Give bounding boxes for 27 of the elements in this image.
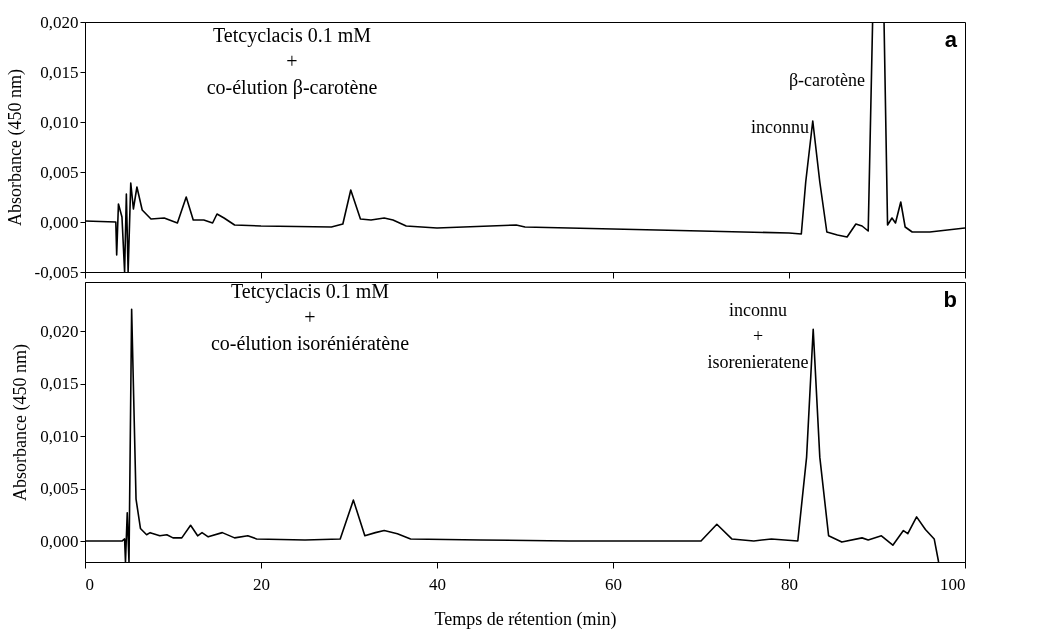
x-tick-label: 60 [605,574,622,594]
x-tick-label: 40 [429,574,446,594]
y-tick-label: 0,005 [40,479,79,499]
y-tick-label: 0,010 [40,426,79,446]
x-tick-label: 20 [253,574,270,594]
annotation: β-carotène [788,70,866,90]
annotation: inconnu + isorenieratene [707,300,809,372]
y-tick-label: 0,020 [40,321,79,341]
annotation: Tetcyclacis 0.1 mM + co-élution isoréniératène [210,280,410,354]
y-tick-label: 0,000 [40,531,79,551]
y-tick-label: 0,015 [40,374,79,394]
y-axis-title: Absorbance (450 nm) [10,344,32,501]
x-tick-label: 80 [781,574,798,594]
y-tick-label: -0,005 [34,262,79,282]
annotation: inconnu [751,117,809,137]
x-tick-label: 0 [85,574,94,594]
y-axis-title: Absorbance (450 nm) [4,69,26,226]
x-tick-label: 100 [940,574,966,594]
y-tick-label: 0,010 [40,112,79,132]
y-tick-label: 0,000 [40,212,79,232]
annotation: b [943,287,957,312]
y-tick-label: 0,015 [40,62,79,82]
x-axis-title: Temps de rétention (min) [434,608,617,630]
y-tick-label: 0,005 [40,162,79,182]
annotation: a [944,27,958,52]
annotation: Tetcyclacis 0.1 mM + co-élution β-carotène [206,24,378,99]
y-tick-label: 0,020 [40,12,79,32]
